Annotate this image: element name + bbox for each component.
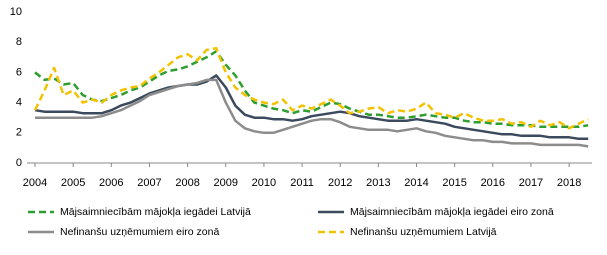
x-tick-label: 2015 xyxy=(442,177,466,189)
legend-label: Nefinanšu uzņēmumiem Latvijā xyxy=(350,226,497,238)
x-tick-label: 2011 xyxy=(290,177,314,189)
x-tick-label: 2018 xyxy=(557,177,581,189)
y-tick-label: 4 xyxy=(16,97,22,109)
legend-label: Mājsaimniecībām mājokļa iegādei Latvijā xyxy=(60,206,251,218)
y-tick-label: 10 xyxy=(10,6,22,18)
x-tick-label: 2009 xyxy=(214,177,238,189)
x-tick-label: 2008 xyxy=(175,177,199,189)
legend-label: Nefinanšu uzņēmumiem eiro zonā xyxy=(60,226,219,238)
series-line xyxy=(34,74,589,141)
legend-label: Mājsaimniecībām mājokļa iegādei eiro zon… xyxy=(350,206,554,218)
x-tick-label: 2006 xyxy=(99,177,123,189)
x-tick-label: 2017 xyxy=(519,177,543,189)
y-tick-label: 2 xyxy=(16,127,22,139)
series-line xyxy=(35,78,589,148)
x-tick-label: 2012 xyxy=(328,177,352,189)
y-tick-label: 6 xyxy=(16,66,22,78)
x-tick-label: 2010 xyxy=(252,177,276,189)
x-tick-label: 2016 xyxy=(481,177,505,189)
x-tick-label: 2004 xyxy=(23,177,47,189)
y-tick-label: 8 xyxy=(16,36,22,48)
x-tick-label: 2005 xyxy=(61,177,85,189)
x-tick-label: 2014 xyxy=(404,177,428,189)
series-line xyxy=(33,46,589,130)
y-tick-label: 0 xyxy=(16,157,22,169)
series-line xyxy=(34,50,589,129)
x-tick-label: 2013 xyxy=(366,177,390,189)
x-tick-label: 2007 xyxy=(137,177,161,189)
